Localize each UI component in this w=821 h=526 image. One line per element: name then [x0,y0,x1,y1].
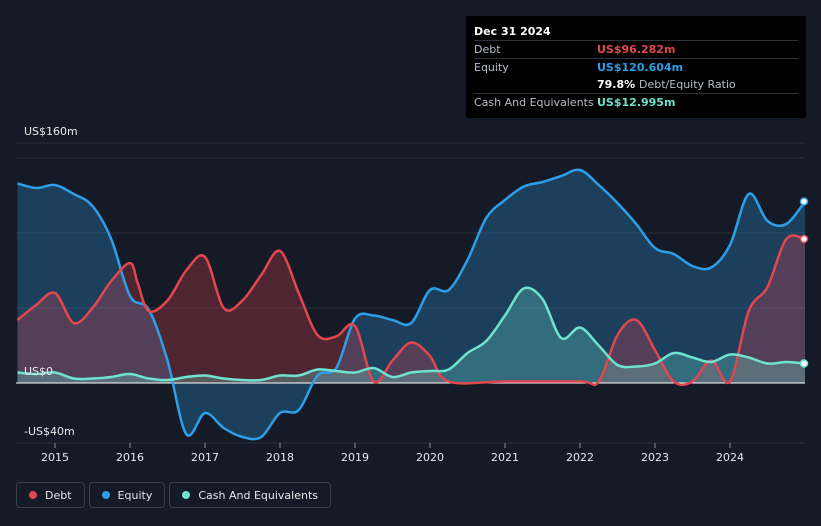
legend-dot-equity [101,491,110,499]
tooltip-row-cash: Cash And Equivalents US$12.995m [474,93,798,111]
area-debt [17,235,805,385]
legend-dot-debt [29,491,37,499]
x-tick-label-2021: 2021 [491,451,519,464]
legend-label-equity: Equity [117,488,153,502]
legend-dot-cash [182,491,191,499]
series-end-point-cash-and-equivalents [799,359,809,368]
x-tick-label-2024: 2024 [716,451,744,464]
tooltip-ratio-value: 79.8% Debt/Equity Ratio [597,76,736,93]
chart-legend: Debt Equity Cash And Equivalents [16,482,331,508]
x-tick-label-2017: 2017 [191,451,219,464]
area-equity [17,169,805,440]
tooltip-ratio-caption: Debt/Equity Ratio [639,78,736,91]
legend-label-debt: Debt [45,488,72,502]
legend-item-debt[interactable]: Debt [16,482,85,508]
x-tick-label-2016: 2016 [116,451,144,464]
tooltip-equity-value: US$120.604m [597,61,684,74]
tooltip-panel: Dec 31 2024 Debt US$96.282m Equity US$12… [466,16,806,118]
tooltip-row-debt: Debt US$96.282m [474,40,798,58]
tooltip-debt-value: US$96.282m [597,43,676,56]
y-tick-label--us-40m: -US$40m [24,425,75,438]
tooltip-cash-label: Cash And Equivalents [474,96,594,109]
series-line-debt [16,234,806,387]
tooltip-ratio-label [474,76,597,93]
y-tick-label-us-160m: US$160m [24,125,78,138]
tooltip-debt-label: Debt [474,43,501,56]
y-tick-label-us-0: US$0 [24,365,53,378]
x-tick-label-2015: 2015 [41,451,69,464]
x-tick-label-2022: 2022 [566,451,594,464]
legend-item-equity[interactable]: Equity [88,482,166,508]
x-tick-label-2019: 2019 [341,451,369,464]
legend-item-cash[interactable]: Cash And Equivalents [169,482,331,508]
tooltip-ratio-number: 79.8% [597,78,636,91]
series-line-cash-and-equivalents [17,286,806,382]
x-tick-label-2023: 2023 [641,451,669,464]
series-end-point-debt [799,234,809,244]
tooltip-cash-value: US$12.995m [597,96,676,109]
tooltip-row-equity: Equity US$120.604m [474,58,798,76]
tooltip-date: Dec 31 2024 [474,25,551,38]
tooltip-equity-label: Equity [474,61,509,74]
legend-label-cash: Cash And Equivalents [198,488,318,502]
x-tick-label-2018: 2018 [266,451,294,464]
x-tick-label-2020: 2020 [416,451,444,464]
tooltip-row-ratio: 79.8% Debt/Equity Ratio [474,76,798,93]
series-end-point-equity [799,197,809,206]
